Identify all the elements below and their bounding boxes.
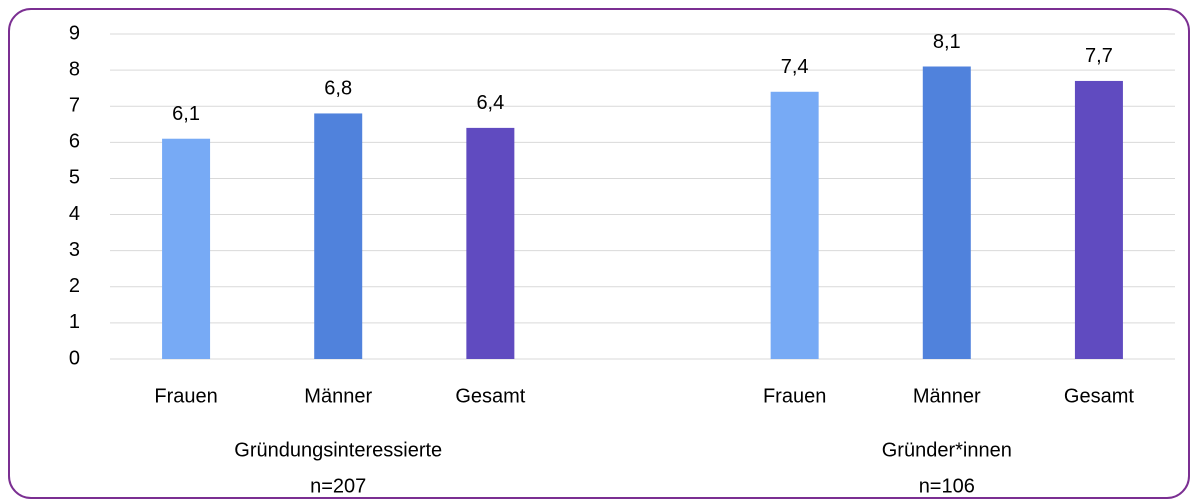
y-tick-label: 2 [69, 275, 80, 297]
y-tick-label: 4 [69, 203, 80, 225]
group-label: Gründungsinteressierte [234, 439, 442, 461]
value-label: 7,7 [1085, 45, 1113, 67]
x-tick-label: Frauen [154, 385, 217, 407]
group-label: Gründer*innen [882, 439, 1012, 461]
x-tick-label: Frauen [763, 385, 826, 407]
y-tick-label: 7 [69, 95, 80, 117]
value-label: 6,1 [172, 103, 200, 125]
y-tick-label: 9 [69, 22, 80, 44]
y-tick-label: 0 [69, 347, 80, 369]
y-tick-label: 8 [69, 58, 80, 80]
bar [162, 138, 211, 359]
y-tick-label: 3 [69, 239, 80, 261]
bar [314, 113, 363, 359]
group-note: n=207 [310, 475, 366, 497]
value-label: 6,4 [476, 92, 504, 114]
x-tick-label: Männer [913, 385, 981, 407]
bar [466, 127, 515, 359]
group-note: n=106 [919, 475, 975, 497]
value-label: 6,8 [324, 78, 352, 100]
y-tick-label: 5 [69, 167, 80, 189]
value-label: 8,1 [933, 31, 961, 53]
y-tick-label: 1 [69, 311, 80, 333]
x-tick-label: Gesamt [455, 385, 525, 407]
x-tick-label: Männer [304, 385, 372, 407]
chart-frame [8, 8, 1190, 499]
bar [1074, 80, 1123, 359]
bar [922, 66, 971, 359]
bar [770, 91, 819, 360]
value-label: 7,4 [781, 56, 809, 78]
x-tick-label: Gesamt [1064, 385, 1134, 407]
y-tick-label: 6 [69, 131, 80, 153]
